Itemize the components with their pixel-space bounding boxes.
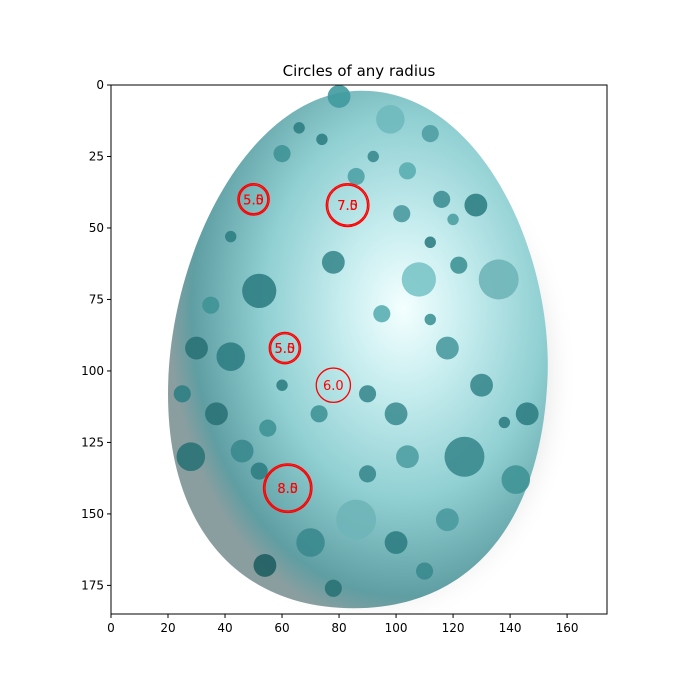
- egg-spot: [501, 465, 531, 494]
- egg-spot: [384, 531, 408, 554]
- egg-spot: [359, 385, 377, 403]
- egg-spot: [185, 336, 208, 360]
- egg-spot: [498, 416, 511, 429]
- x-tick-label-3: 60: [274, 621, 289, 635]
- egg-spot: [478, 259, 519, 300]
- egg-spot: [276, 379, 288, 391]
- x-tick-label-0: 0: [107, 621, 115, 635]
- egg-image: [168, 85, 579, 614]
- x-tick-label-7: 140: [499, 621, 522, 635]
- circle-label-4: 5.0: [275, 342, 296, 357]
- chart-title: Circles of any radius: [283, 62, 436, 80]
- x-tick-label-2: 40: [217, 621, 232, 635]
- circle-0: [238, 184, 269, 215]
- egg-spot: [424, 236, 436, 248]
- egg-spot: [324, 579, 342, 597]
- x-tick-label-8: 160: [556, 621, 579, 635]
- egg-spot: [273, 145, 291, 163]
- egg-spot: [433, 190, 451, 208]
- egg-spot: [205, 402, 228, 426]
- axes-frame: [110, 84, 608, 615]
- egg-spot: [421, 125, 439, 143]
- circle-3: [325, 183, 370, 228]
- egg-spot: [216, 342, 245, 371]
- egg-spot: [321, 250, 345, 274]
- egg-spot: [347, 167, 365, 186]
- egg-spot: [202, 296, 220, 314]
- circle-label-2: 7.0: [337, 199, 358, 214]
- y-tick-label-5: 125: [81, 435, 104, 449]
- egg-spot: [173, 385, 191, 403]
- egg-spot: [470, 373, 493, 397]
- x-tick-label-1: 20: [160, 621, 175, 635]
- circle-8: [262, 463, 313, 514]
- circle-label-3: 7.5: [337, 199, 358, 214]
- egg-spot: [336, 499, 377, 540]
- circle-label-1: 5.5: [243, 193, 264, 208]
- egg-spot: [316, 133, 328, 146]
- x-tick-label-4: 80: [331, 621, 346, 635]
- circle-label-5: 5.5: [275, 342, 296, 357]
- circle-annotations: 5.05.5 7.07.55.05.56.08.08.5: [237, 183, 370, 514]
- circle-2: [326, 184, 369, 226]
- egg-spot: [398, 162, 417, 180]
- circle-6: [315, 367, 352, 404]
- egg-spot: [293, 122, 305, 134]
- circle-5: [268, 331, 302, 365]
- egg-spot: [373, 305, 391, 323]
- egg-spot: [230, 439, 254, 463]
- egg-spot: [376, 105, 405, 134]
- egg-spot: [384, 402, 408, 426]
- egg-spot: [396, 445, 419, 469]
- circle-label-8: 8.5: [277, 482, 298, 497]
- y-tick-label-0: 0: [96, 78, 104, 92]
- egg-spot: [393, 205, 411, 223]
- egg-spot: [253, 553, 277, 577]
- circle-4: [269, 333, 300, 364]
- y-tick-label-1: 25: [89, 149, 104, 163]
- y-tick-label-3: 75: [89, 292, 104, 306]
- egg-spot: [435, 336, 459, 360]
- circle-label-7: 8.0: [277, 482, 298, 497]
- egg-spot: [515, 402, 539, 426]
- egg-spot: [242, 273, 277, 309]
- egg-spot: [444, 436, 485, 477]
- egg-spot: [310, 405, 328, 423]
- circle-label-6: 6.0: [323, 379, 344, 394]
- egg-spot: [327, 85, 351, 108]
- egg-spot: [450, 256, 468, 274]
- circle-7: [264, 464, 312, 512]
- x-tick-label-5: 100: [385, 621, 408, 635]
- x-axis: 0 20 40 60 80 100 120 140 160: [107, 614, 579, 635]
- plot-area: 5.05.5 7.07.55.05.56.08.08.5: [110, 84, 608, 615]
- circle-label-0: 5.0: [243, 193, 264, 208]
- circle-1: [237, 183, 270, 216]
- egg-spot: [367, 150, 379, 163]
- egg-spot: [225, 230, 237, 243]
- egg-spot: [296, 528, 325, 557]
- egg-spot: [416, 562, 434, 580]
- egg-spot: [447, 213, 459, 226]
- egg-spot: [435, 508, 459, 532]
- egg-spot: [464, 193, 488, 217]
- y-axis: 0 25 50 75 100 125 150 175: [81, 78, 111, 592]
- x-tick-label-6: 120: [442, 621, 465, 635]
- egg-spot: [401, 262, 436, 297]
- egg-spot: [176, 442, 206, 472]
- y-tick-label-6: 150: [81, 507, 104, 521]
- y-tick-label-7: 175: [81, 578, 104, 592]
- egg-spot: [259, 419, 277, 437]
- egg-spot: [250, 462, 268, 480]
- y-tick-label-4: 100: [81, 364, 104, 378]
- egg-spot: [359, 465, 377, 483]
- y-tick-label-2: 50: [89, 221, 104, 235]
- egg-spot: [424, 313, 436, 326]
